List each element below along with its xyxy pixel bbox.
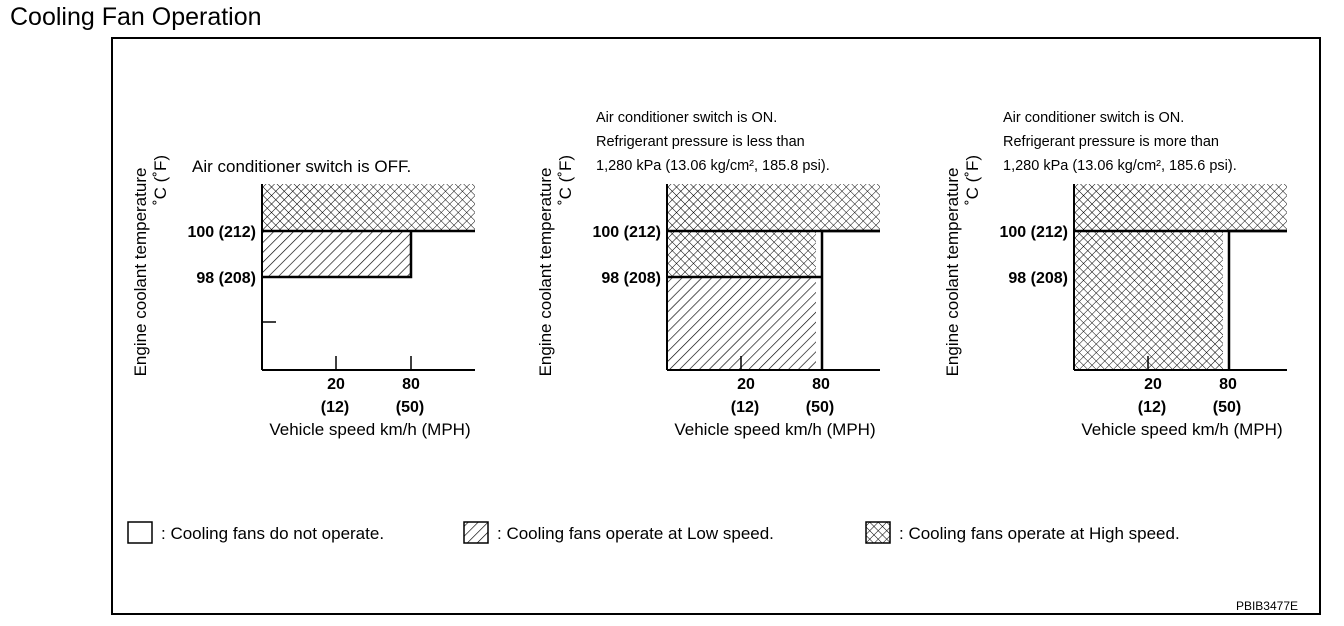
panel-caption: 1,280 kPa (13.06 kg/cm², 185.6 psi).: [1003, 158, 1237, 174]
x-tick-label: 80: [1219, 376, 1237, 393]
x-tick-label: 20: [1144, 376, 1162, 393]
legend-item-none: : Cooling fans do not operate.: [127, 521, 384, 544]
chart-panel-3: 100 (212) 98 (208) 20 (12) 80 (50) Vehicle spe…: [943, 110, 1287, 439]
y-tick-label: 100 (212): [1000, 224, 1069, 241]
region-high-speed: [262, 184, 475, 231]
region-high-speed: [1074, 184, 1287, 231]
y-axis-unit-label: ˚C (˚F): [151, 155, 170, 205]
x-axis-label: Vehicle speed km/h (MPH): [1081, 420, 1282, 439]
region-high-speed: [667, 231, 816, 277]
y-tick-label: 98 (208): [601, 270, 661, 287]
panel-caption: Air conditioner switch is OFF.: [192, 157, 411, 176]
y-tick-label: 98 (208): [1008, 270, 1068, 287]
x-tick-sublabel: (50): [1213, 399, 1241, 416]
region-high-speed: [1074, 231, 1223, 370]
y-tick-label: 98 (208): [196, 270, 256, 287]
region-low-speed: [262, 231, 411, 277]
legend-label: : Cooling fans do not operate.: [161, 524, 384, 543]
x-tick-sublabel: (12): [1138, 399, 1166, 416]
region-low-speed: [667, 277, 816, 370]
y-axis-label: Engine coolant temperature: [943, 168, 962, 377]
chart-panel-1: 100 (212) 98 (208) 20 (12) 80 (50) Vehicle spe…: [131, 155, 475, 439]
x-tick-sublabel: (12): [731, 399, 759, 416]
x-tick-sublabel: (50): [396, 399, 424, 416]
region-high-speed: [667, 184, 880, 231]
legend-label: : Cooling fans operate at Low speed.: [497, 524, 774, 543]
panel-caption: Refrigerant pressure is more than: [1003, 134, 1219, 150]
diagram-id: PBIB3477E: [1236, 599, 1298, 613]
threshold-line-98: [262, 231, 413, 279]
y-tick-label: 100 (212): [593, 224, 662, 241]
legend-swatch: [127, 521, 153, 544]
legend-swatch: [865, 521, 891, 544]
panel-caption: 1,280 kPa (13.06 kg/cm², 185.8 psi).: [596, 158, 830, 174]
x-tick-label: 80: [812, 376, 830, 393]
x-tick-sublabel: (50): [806, 399, 834, 416]
panel-caption: Air conditioner switch is ON.: [1003, 110, 1184, 126]
chart-panel-2: 100 (212) 98 (208) 20 (12) 80 (50) Vehicle spe…: [536, 110, 880, 439]
y-axis-unit-label: ˚C (˚F): [556, 155, 575, 205]
x-axis-label: Vehicle speed km/h (MPH): [269, 420, 470, 439]
y-tick-label: 100 (212): [188, 224, 257, 241]
legend-swatch: [463, 521, 489, 544]
diagram-frame: [111, 37, 1321, 615]
page-title: Cooling Fan Operation: [10, 3, 262, 31]
x-tick-label: 80: [402, 376, 420, 393]
y-axis-label: Engine coolant temperature: [536, 168, 555, 377]
panel-caption: Refrigerant pressure is less than: [596, 134, 805, 150]
legend-item-high: : Cooling fans operate at High speed.: [865, 521, 1180, 544]
x-axis-label: Vehicle speed km/h (MPH): [674, 420, 875, 439]
legend-label: : Cooling fans operate at High speed.: [899, 524, 1180, 543]
y-axis-label: Engine coolant temperature: [131, 168, 150, 377]
x-tick-label: 20: [327, 376, 345, 393]
legend-item-low: : Cooling fans operate at Low speed.: [463, 521, 774, 544]
x-tick-label: 20: [737, 376, 755, 393]
y-axis-unit-label: ˚C (˚F): [963, 155, 982, 205]
panel-caption: Air conditioner switch is ON.: [596, 110, 777, 126]
x-tick-sublabel: (12): [321, 399, 349, 416]
threshold-line-80: [1227, 229, 1287, 370]
